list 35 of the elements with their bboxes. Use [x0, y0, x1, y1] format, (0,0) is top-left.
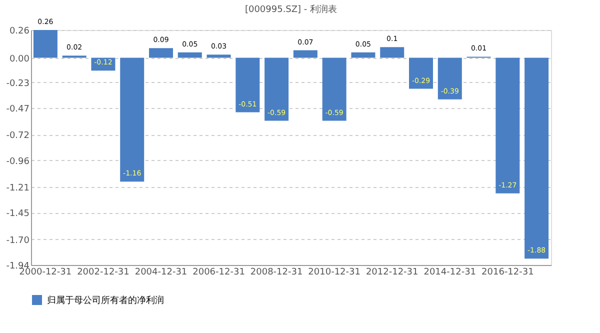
x-tick-label: 2016-12-31	[482, 268, 534, 278]
bar	[178, 52, 202, 58]
x-tick-label: 2012-12-31	[366, 268, 418, 278]
x-tick-label: 2008-12-31	[250, 268, 303, 278]
x-tick-label: 2010-12-31	[308, 268, 360, 278]
bar	[293, 50, 318, 58]
y-tick-label: -1.21	[6, 184, 30, 194]
bar	[149, 48, 173, 58]
chart-title: [000995.SZ] - 利润表	[244, 4, 338, 15]
x-tick-label: 2000-12-31	[19, 268, 72, 278]
bar	[409, 58, 433, 89]
y-tick-label: -0.23	[6, 78, 30, 89]
bar	[322, 58, 346, 121]
y-tick-label: -0.96	[6, 156, 30, 167]
y-tick-label: 0.00	[9, 54, 30, 64]
x-tick-label: 2002-12-31	[77, 268, 130, 278]
bar	[33, 30, 58, 58]
bar	[236, 58, 260, 112]
bar	[524, 58, 549, 259]
y-tick-label: -1.45	[6, 209, 30, 220]
bar	[438, 58, 462, 100]
bar	[264, 58, 289, 121]
x-tick-label: 2004-12-31	[134, 268, 188, 278]
x-tick-label: 2014-12-31	[424, 268, 476, 278]
y-tick-label: -0.72	[6, 131, 30, 142]
bar	[380, 47, 404, 58]
bar	[351, 52, 376, 58]
bar	[496, 58, 520, 194]
x-tick-label: 2006-12-31	[192, 268, 245, 278]
y-tick-label: -0.47	[6, 104, 30, 114]
legend-label: 归属于母公司所有者的净利润	[47, 295, 164, 306]
y-tick-label: 0.26	[9, 26, 30, 36]
bar	[120, 58, 144, 182]
bar	[206, 54, 231, 58]
y-tick-label: -1.70	[6, 236, 30, 246]
